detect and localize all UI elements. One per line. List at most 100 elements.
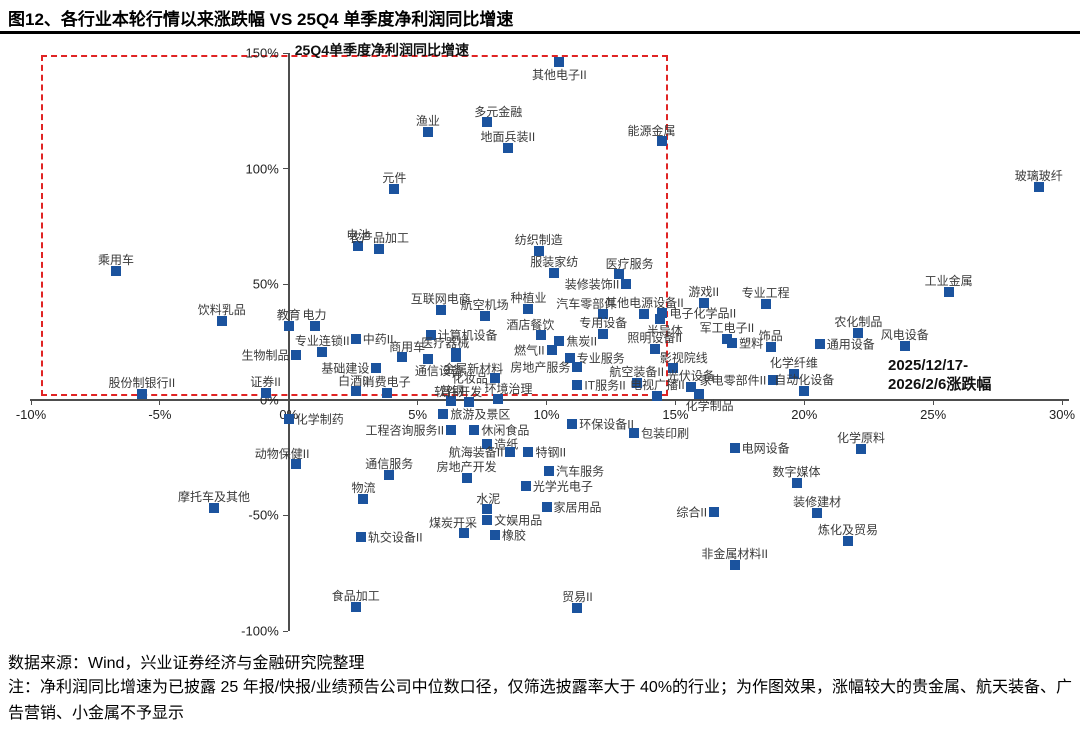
point-label: 其他电子II xyxy=(532,68,587,83)
point-marker xyxy=(572,379,583,390)
point-label: 渔业 xyxy=(415,113,440,128)
point-marker xyxy=(489,529,500,540)
scatter-point: 半导体 xyxy=(647,313,683,338)
point-label: 非金属材料II xyxy=(701,546,768,561)
y-tick-label: 50% xyxy=(252,276,279,292)
scatter-point: 物流 xyxy=(351,481,375,504)
point-label: 化学制品 xyxy=(685,398,734,413)
point-marker xyxy=(943,286,954,297)
x-tick-mark xyxy=(1061,400,1063,405)
scatter-point: 中药II xyxy=(350,332,393,346)
point-label: 化学纤维 xyxy=(769,355,818,370)
point-label: 水泥 xyxy=(476,491,501,506)
point-label: 饰品 xyxy=(758,328,783,343)
point-label: 光伏设备 xyxy=(666,368,715,383)
point-marker xyxy=(549,267,560,278)
point-marker xyxy=(479,310,490,321)
x-tick-label: -10% xyxy=(15,406,47,422)
scatter-point: 包装印刷 xyxy=(629,426,689,440)
scatter-point: 特钢II xyxy=(523,445,566,459)
point-marker xyxy=(523,446,534,457)
point-marker xyxy=(799,385,810,396)
scatter-point: 航空机场 xyxy=(461,298,509,321)
point-label: 饮料乳品 xyxy=(197,302,246,317)
point-label: 能源金属 xyxy=(627,123,676,138)
point-label: 工业金属 xyxy=(924,273,973,288)
scatter-point: 水泥 xyxy=(476,492,500,514)
point-marker xyxy=(353,240,364,251)
scatter-point: 电力 xyxy=(303,308,327,331)
y-tick-label: -100% xyxy=(241,623,279,639)
point-label: 酒店餐饮 xyxy=(506,317,555,332)
point-marker xyxy=(492,393,503,404)
point-marker xyxy=(446,424,457,435)
point-marker xyxy=(541,501,552,512)
x-tick-mark xyxy=(159,400,161,405)
x-tick-label: 15% xyxy=(662,406,689,422)
point-label: 专业工程 xyxy=(741,285,790,300)
point-marker xyxy=(546,344,557,355)
x-tick-mark xyxy=(932,400,934,405)
point-label: 特钢II xyxy=(535,445,567,460)
point-marker xyxy=(260,387,271,398)
point-label: 食品加工 xyxy=(331,588,380,603)
point-marker xyxy=(598,308,609,319)
scatter-point: 游戏II xyxy=(688,285,719,308)
point-label: 计算机设备 xyxy=(437,328,498,343)
scatter-point: 装修建材 xyxy=(793,495,841,518)
point-label: 农产品加工 xyxy=(348,230,409,245)
point-label: 汽车服务 xyxy=(556,464,605,479)
x-tick-label: 25% xyxy=(920,406,947,422)
scatter-point: 电子化学品II xyxy=(657,306,736,320)
point-label: 动物保健II xyxy=(254,446,310,461)
point-marker xyxy=(283,320,294,331)
point-label: 贸易II xyxy=(562,589,593,604)
point-label: 基础建设 xyxy=(321,361,370,376)
point-marker xyxy=(358,493,369,504)
point-label: 航空装备II xyxy=(609,364,665,379)
point-marker xyxy=(355,531,366,542)
scatter-point: 食品加工 xyxy=(332,589,380,612)
point-label: 专用设备 xyxy=(579,315,628,330)
point-marker xyxy=(425,329,436,340)
scatter-point: 服装家纺 xyxy=(530,255,578,278)
point-marker xyxy=(652,390,663,401)
scatter-point: 军工电子II xyxy=(700,321,754,344)
point-marker xyxy=(317,346,328,357)
scatter-point: 汽车零部件 xyxy=(556,297,616,319)
point-label: 白酒II xyxy=(338,373,369,388)
point-marker xyxy=(381,387,392,398)
scatter-point: 玻璃玻纤 xyxy=(1015,169,1063,193)
point-marker xyxy=(855,443,866,454)
scatter-point: 商用车 xyxy=(389,340,425,362)
y-tick-label: 100% xyxy=(245,161,279,177)
point-marker xyxy=(384,469,395,480)
x-tick-mark xyxy=(417,400,419,405)
x-tick-label: 5% xyxy=(408,406,428,422)
x-tick-label: 20% xyxy=(791,406,818,422)
point-marker xyxy=(505,446,516,457)
scatter-point: 光学光电子 xyxy=(520,479,593,493)
scatter-point: 化学制药 xyxy=(283,412,344,426)
point-label: 地面兵装II xyxy=(480,129,536,144)
point-label: 环保设备II xyxy=(579,417,634,432)
point-marker xyxy=(765,341,776,352)
scatter-point: 地面兵装II xyxy=(480,130,535,153)
point-label: 包装印刷 xyxy=(641,426,690,441)
point-label: 综合II xyxy=(676,505,708,520)
point-label: 电池 xyxy=(346,227,371,242)
point-marker xyxy=(422,126,433,137)
point-marker xyxy=(729,442,740,453)
point-marker xyxy=(791,477,802,488)
scatter-point: 工业金属 xyxy=(925,274,973,297)
point-marker xyxy=(291,349,302,360)
point-label: 专业连锁II xyxy=(294,333,350,348)
scatter-point: 元件 xyxy=(382,171,406,195)
scatter-chart: 25Q4单季度净利润同比增速 2025/12/17- 2026/2/6涨跌幅 -… xyxy=(0,38,1080,646)
point-marker xyxy=(482,514,493,525)
y-axis-title: 25Q4单季度净利润同比增速 xyxy=(294,42,469,58)
point-label: 纺织制造 xyxy=(514,232,563,247)
x-axis-line xyxy=(30,398,1069,401)
point-marker xyxy=(698,297,709,308)
